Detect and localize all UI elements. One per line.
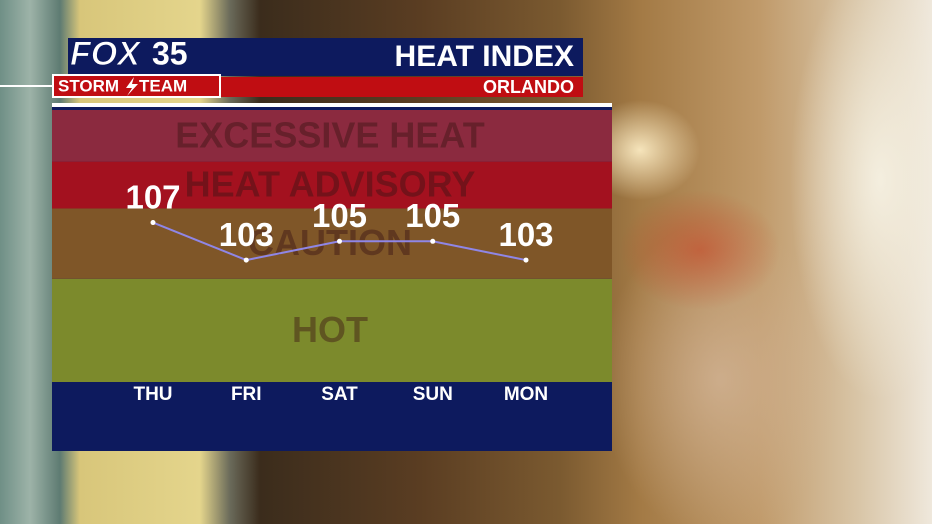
zone-band: [52, 278, 612, 382]
logo-brand: FOX: [70, 35, 142, 73]
zone-label: HEAT ADVISORY: [185, 164, 476, 205]
x-tick-label: SUN: [413, 384, 453, 405]
point: [150, 220, 156, 226]
point: [337, 238, 342, 244]
value-label: 105: [405, 197, 460, 234]
x-tick-label: THU: [133, 384, 172, 405]
zone-label: EXCESSIVE HEAT: [175, 114, 484, 155]
team-left: STORM: [58, 76, 119, 95]
value-label: 107: [125, 178, 180, 215]
x-tick-label: MON: [504, 384, 548, 405]
chart-title: HEAT INDEX: [395, 40, 574, 73]
team-right: TEAM: [139, 76, 187, 95]
panel-rule: [52, 103, 612, 107]
zone-band: [52, 110, 612, 162]
logo-channel: 35: [152, 35, 188, 71]
point: [523, 257, 529, 263]
point: [243, 257, 249, 263]
bolt-icon: [126, 77, 138, 96]
value-label: 103: [219, 216, 274, 253]
value-label: 103: [498, 216, 553, 253]
zone-label: HOT: [292, 309, 368, 350]
point: [430, 238, 436, 244]
header-bar: [68, 38, 583, 76]
x-tick-label: SAT: [321, 384, 358, 405]
team-box: [52, 74, 221, 98]
x-tick-label: FRI: [231, 384, 262, 405]
zone-band: [52, 161, 612, 209]
value-label: 105: [312, 197, 367, 234]
chart-subtitle: ORLANDO: [483, 77, 574, 97]
